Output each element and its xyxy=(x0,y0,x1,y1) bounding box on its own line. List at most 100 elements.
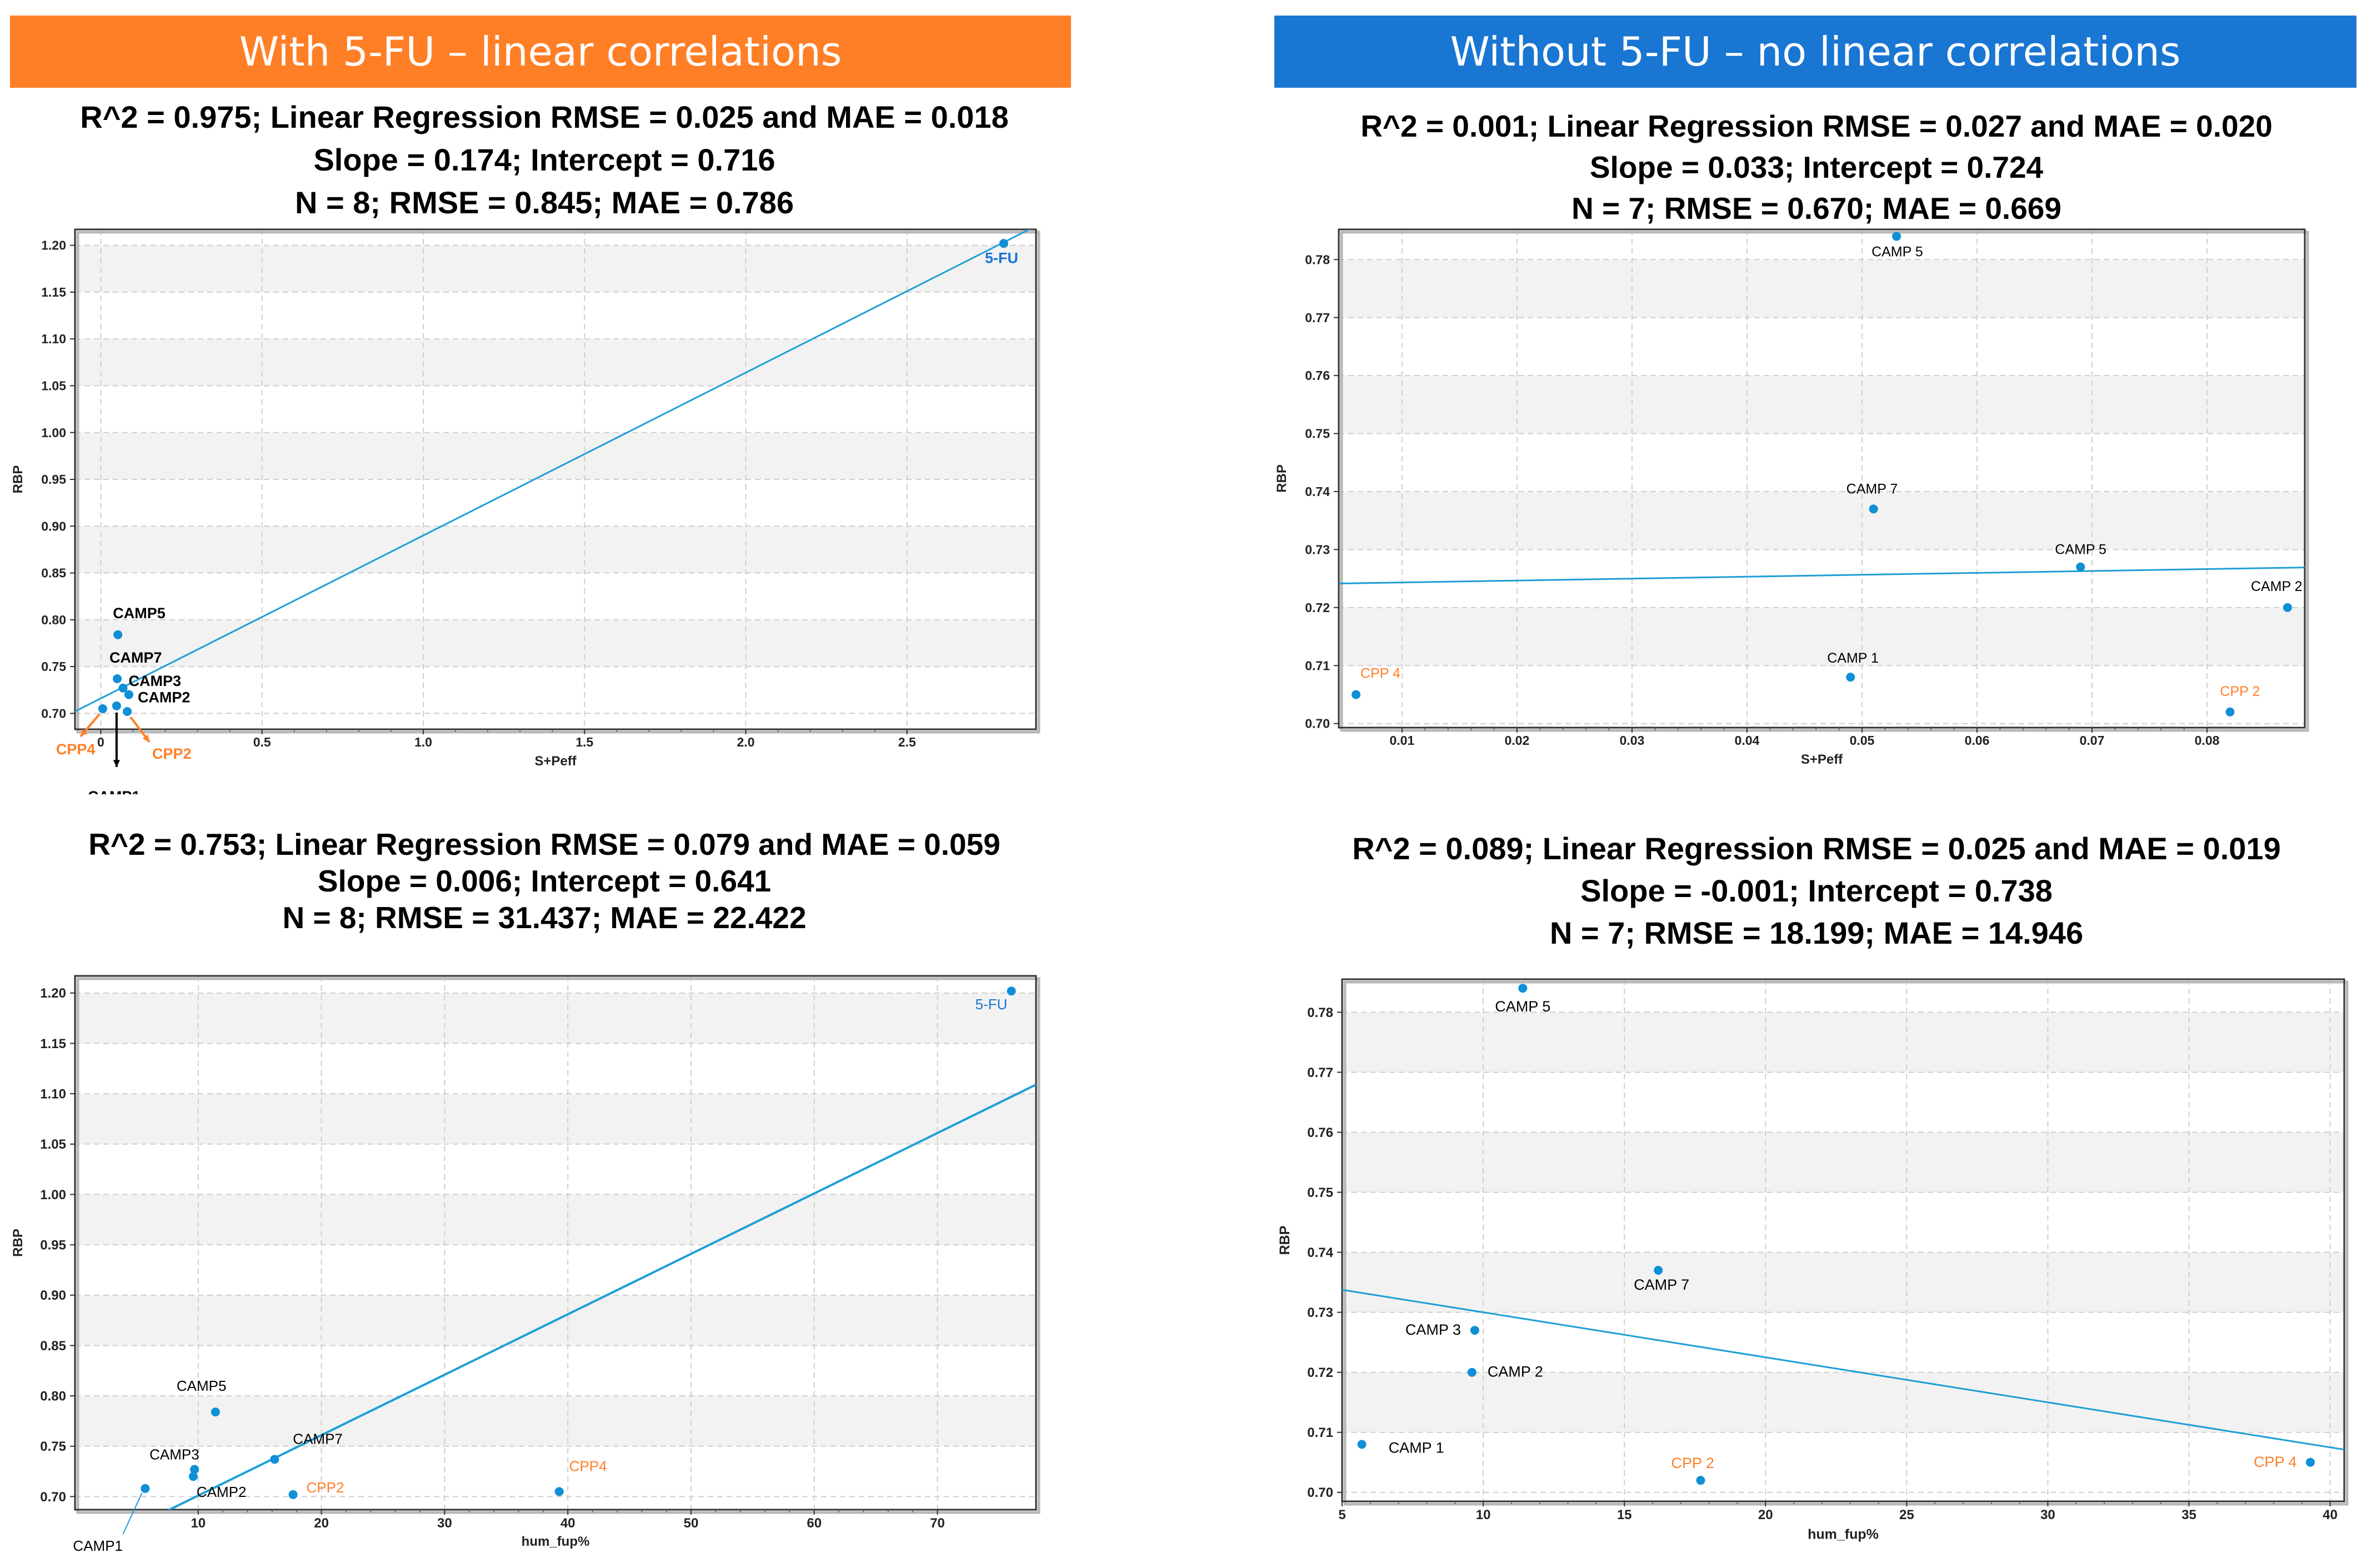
x-tick-label: 2.0 xyxy=(737,735,755,749)
x-tick-label: 50 xyxy=(684,1516,699,1531)
stats-line: R^2 = 0.001; Linear Regression RMSE = 0.… xyxy=(1360,109,2273,143)
y-tick-label: 0.75 xyxy=(1307,1185,1333,1200)
plot-band xyxy=(75,526,1036,573)
y-axis-label: RBP xyxy=(1274,464,1289,493)
y-tick-label: 0.70 xyxy=(40,1490,66,1505)
x-tick-label: 5 xyxy=(1338,1507,1345,1522)
data-point xyxy=(1470,1326,1479,1335)
data-point xyxy=(98,704,107,713)
regression-line xyxy=(1342,1289,2344,1451)
y-tick-label: 0.71 xyxy=(1305,658,1330,673)
stats-top-right: R^2 = 0.001; Linear Regression RMSE = 0.… xyxy=(1278,106,2355,229)
plot-band xyxy=(75,1194,1036,1245)
plot-band xyxy=(1339,491,2305,550)
plot-frame xyxy=(74,975,1037,1511)
x-tick-label: 0.04 xyxy=(1735,733,1760,748)
x-tick-label: 25 xyxy=(1899,1507,1914,1522)
cpp2-arrow-head xyxy=(142,734,150,742)
data-point xyxy=(1892,232,1901,241)
stats-line: Slope = -0.001; Intercept = 0.738 xyxy=(1580,873,2053,908)
plot-band xyxy=(1339,259,2305,318)
y-tick-label: 1.15 xyxy=(40,1036,66,1051)
x-axis-label: hum_fup% xyxy=(1808,1527,1879,1542)
point-label: CAMP 1 xyxy=(1827,650,1879,666)
stats-line: R^2 = 0.753; Linear Regression RMSE = 0.… xyxy=(88,827,1000,861)
x-axis-label: S+Peff xyxy=(534,754,577,769)
left-banner: With 5-FU – linear correlations xyxy=(10,16,1071,88)
data-point xyxy=(2076,562,2085,572)
plot-band xyxy=(75,1396,1036,1446)
data-point xyxy=(1352,690,1361,699)
x-tick-label: 70 xyxy=(930,1516,945,1531)
data-point xyxy=(554,1487,564,1496)
x-tick-label: 10 xyxy=(191,1516,206,1531)
point-label: CAMP 5 xyxy=(1495,998,1550,1015)
y-tick-label: 1.10 xyxy=(41,332,66,346)
regression-line xyxy=(1339,567,2305,585)
y-tick-label: 1.20 xyxy=(41,238,66,253)
point-label: CAMP2 xyxy=(197,1484,247,1500)
stats-line: N = 7; RMSE = 18.199; MAE = 14.946 xyxy=(1549,915,2084,950)
y-tick-label: 0.70 xyxy=(41,706,66,720)
plot-band xyxy=(1342,1012,2344,1073)
stats-line: R^2 = 0.975; Linear Regression RMSE = 0.… xyxy=(80,99,1009,134)
y-tick-label: 0.74 xyxy=(1307,1245,1333,1260)
camp1-arrow-head xyxy=(113,760,120,767)
y-tick-label: 0.85 xyxy=(40,1339,66,1354)
plot-band xyxy=(75,619,1036,667)
y-tick-label: 1.20 xyxy=(40,986,66,1001)
point-label: CAMP7 xyxy=(109,649,162,666)
x-tick-label: 35 xyxy=(2181,1507,2196,1522)
x-tick-label: 0.03 xyxy=(1620,733,1645,748)
plot-band xyxy=(1339,607,2305,666)
x-tick-label: 0 xyxy=(97,735,104,749)
y-axis-label: RBP xyxy=(1277,1226,1293,1255)
data-point xyxy=(141,1484,150,1493)
plot-band xyxy=(75,993,1036,1044)
y-tick-label: 0.76 xyxy=(1305,368,1330,383)
x-tick-label: 20 xyxy=(314,1516,329,1531)
point-label: CAMP 1 xyxy=(1389,1439,1444,1456)
y-tick-label: 0.75 xyxy=(40,1439,66,1454)
x-tick-label: 40 xyxy=(2323,1507,2338,1522)
x-tick-label: 60 xyxy=(807,1516,822,1531)
data-point xyxy=(112,701,121,710)
point-label: CAMP3 xyxy=(149,1446,199,1462)
point-label: CAMP 5 xyxy=(1871,244,1923,260)
point-label: CAMP5 xyxy=(113,605,166,622)
point-label: CPP2 xyxy=(152,745,192,762)
point-label: CAMP 3 xyxy=(1405,1321,1461,1338)
y-tick-label: 0.80 xyxy=(40,1389,66,1404)
stats-top-left: R^2 = 0.975; Linear Regression RMSE = 0.… xyxy=(22,96,1067,224)
plot-shadow xyxy=(76,977,1040,1514)
data-point xyxy=(113,674,122,683)
point-label: CPP4 xyxy=(569,1457,607,1474)
plot-band xyxy=(75,1094,1036,1144)
stats-line: Slope = 0.033; Intercept = 0.724 xyxy=(1589,150,2044,184)
x-tick-label: 15 xyxy=(1617,1507,1632,1522)
y-tick-label: 0.75 xyxy=(1305,427,1330,441)
y-tick-label: 0.70 xyxy=(1307,1485,1333,1500)
y-tick-label: 0.77 xyxy=(1305,310,1330,325)
plot-band xyxy=(1339,375,2305,434)
y-tick-label: 1.00 xyxy=(40,1188,66,1203)
point-label: CPP 4 xyxy=(1360,665,1400,681)
point-label: CPP 4 xyxy=(2254,1454,2297,1470)
y-tick-label: 1.00 xyxy=(41,425,66,440)
stats-line: N = 7; RMSE = 0.670; MAE = 0.669 xyxy=(1572,191,2061,226)
data-point xyxy=(2225,707,2235,717)
data-point xyxy=(1846,673,1855,682)
point-label: CAMP 7 xyxy=(1846,481,1898,497)
stats-line: Slope = 0.006; Intercept = 0.641 xyxy=(317,864,772,898)
plot-band xyxy=(1342,1252,2344,1312)
data-point xyxy=(113,630,123,639)
y-tick-label: 0.78 xyxy=(1307,1005,1333,1020)
data-point xyxy=(1696,1476,1705,1485)
x-tick-label: 30 xyxy=(2040,1507,2055,1522)
plot-band xyxy=(1342,1132,2344,1193)
y-tick-label: 1.15 xyxy=(41,285,66,299)
data-point xyxy=(190,1465,199,1474)
y-tick-label: 0.90 xyxy=(40,1288,66,1303)
point-label: CAMP1 xyxy=(73,1537,123,1554)
regression-line xyxy=(167,1084,1036,1510)
